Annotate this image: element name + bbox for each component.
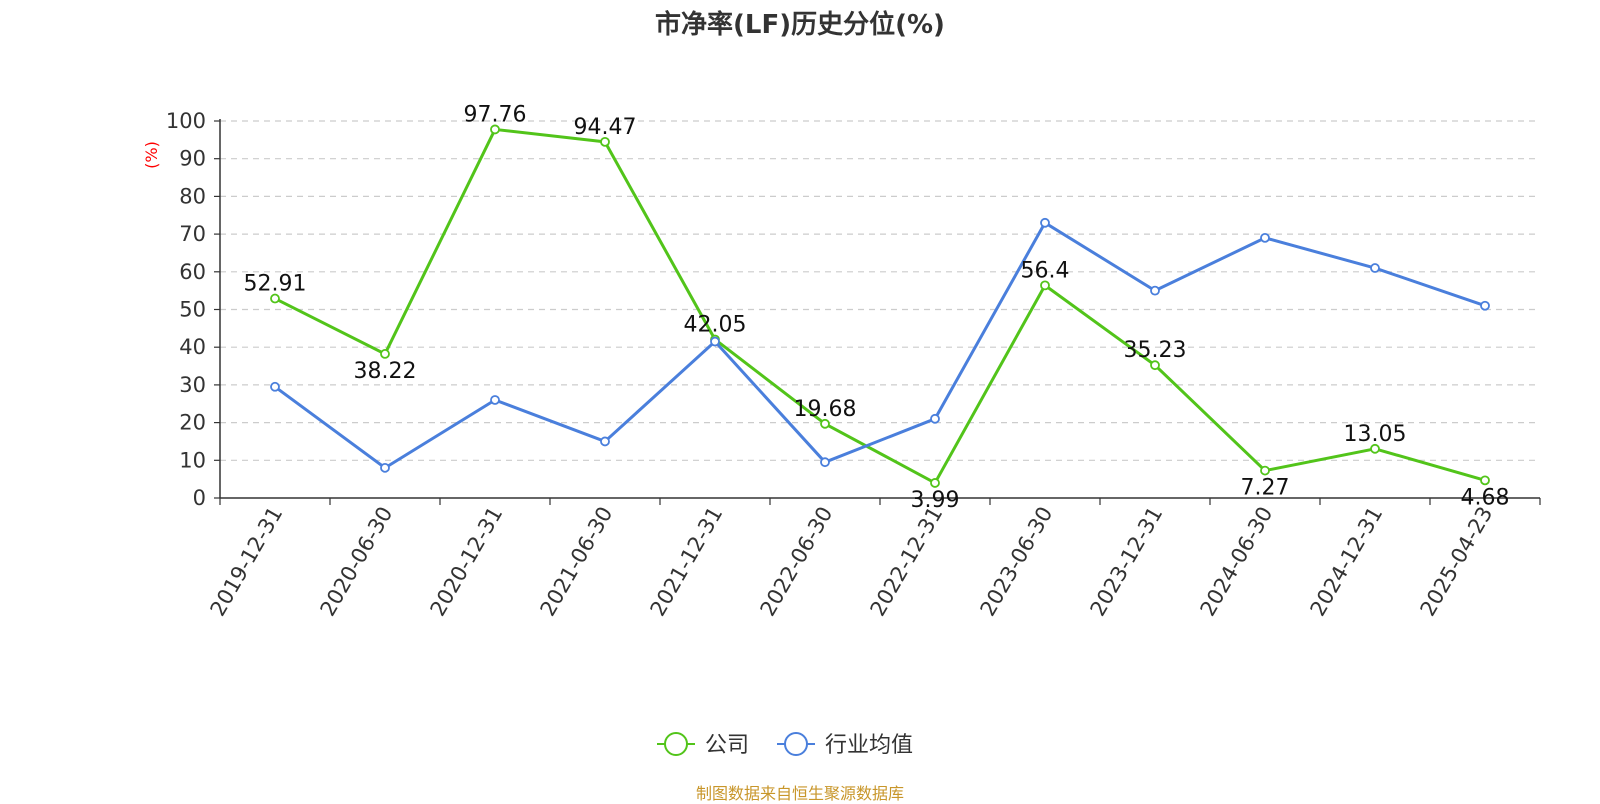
data-point bbox=[820, 457, 830, 468]
data-point bbox=[930, 413, 940, 424]
y-tick-label: 30 bbox=[179, 373, 206, 397]
data-point bbox=[600, 436, 610, 447]
y-axis-label: (%) bbox=[142, 141, 161, 169]
x-tick-label: 2021-12-31 bbox=[646, 503, 728, 621]
data-label: 4.68 bbox=[1461, 485, 1510, 510]
data-label: 13.05 bbox=[1344, 422, 1407, 447]
source-note: 制图数据来自恒生聚源数据库 bbox=[695, 784, 904, 803]
y-tick-label: 40 bbox=[179, 335, 206, 359]
data-label: 52.91 bbox=[244, 272, 307, 297]
data-point bbox=[1040, 217, 1050, 228]
x-tick-label: 2019-12-31 bbox=[206, 503, 288, 621]
x-tick-label: 2024-06-30 bbox=[1196, 503, 1278, 621]
x-tick-label: 2020-12-31 bbox=[426, 503, 508, 621]
legend-marker bbox=[664, 732, 688, 756]
data-label: 42.05 bbox=[684, 312, 747, 337]
data-point bbox=[380, 349, 390, 359]
data-label: 19.68 bbox=[794, 397, 857, 422]
data-point bbox=[1260, 465, 1270, 476]
data-point bbox=[1370, 443, 1380, 454]
y-tick-label: 50 bbox=[179, 298, 206, 322]
data-point bbox=[1260, 232, 1270, 243]
data-label: 97.76 bbox=[464, 102, 527, 127]
data-point bbox=[490, 395, 500, 405]
x-tick-label: 2022-12-31 bbox=[866, 503, 948, 621]
data-label: 38.22 bbox=[354, 359, 417, 384]
y-tick-label: 0 bbox=[193, 486, 206, 510]
data-point bbox=[1370, 263, 1380, 273]
y-tick-label: 70 bbox=[179, 222, 206, 246]
data-label: 94.47 bbox=[574, 115, 637, 140]
x-tick-label: 2020-06-30 bbox=[316, 503, 398, 621]
x-tick-label: 2023-06-30 bbox=[976, 503, 1058, 621]
data-point bbox=[600, 136, 610, 147]
x-tick-label: 2024-12-31 bbox=[1306, 503, 1388, 621]
legend-label: 公司 bbox=[705, 733, 749, 758]
x-tick-label: 2022-06-30 bbox=[756, 503, 838, 621]
data-point bbox=[270, 293, 280, 304]
data-point bbox=[1040, 280, 1050, 291]
series-line-1 bbox=[274, 221, 1486, 470]
y-tick-label: 80 bbox=[179, 184, 206, 208]
legend-marker bbox=[784, 732, 808, 756]
series-line-0 bbox=[274, 127, 1486, 485]
data-point bbox=[380, 462, 390, 473]
data-point bbox=[930, 478, 940, 488]
y-tick-label: 100 bbox=[166, 109, 206, 133]
data-label: 3.99 bbox=[911, 488, 960, 513]
data-point bbox=[1150, 285, 1160, 296]
x-tick-label: 2023-12-31 bbox=[1086, 503, 1168, 621]
data-label: 35.23 bbox=[1124, 338, 1187, 363]
x-tick-label: 2021-06-30 bbox=[536, 503, 618, 621]
data-label: 56.4 bbox=[1021, 258, 1070, 283]
y-tick-label: 90 bbox=[179, 147, 206, 171]
data-point bbox=[1480, 300, 1490, 311]
data-label: 7.27 bbox=[1241, 476, 1290, 501]
data-point bbox=[820, 418, 830, 429]
data-point bbox=[1480, 475, 1490, 486]
data-point bbox=[1150, 360, 1160, 371]
y-tick-label: 20 bbox=[179, 411, 206, 435]
legend-label: 行业均值 bbox=[825, 733, 913, 758]
data-point bbox=[270, 381, 280, 392]
x-tick-label: 2025-04-23 bbox=[1416, 503, 1498, 621]
data-point bbox=[710, 336, 720, 347]
data-point bbox=[490, 124, 500, 135]
y-tick-label: 60 bbox=[179, 260, 206, 284]
y-tick-label: 10 bbox=[179, 448, 206, 472]
chart-title: 市净率(LF)历史分位(%) bbox=[655, 10, 945, 40]
